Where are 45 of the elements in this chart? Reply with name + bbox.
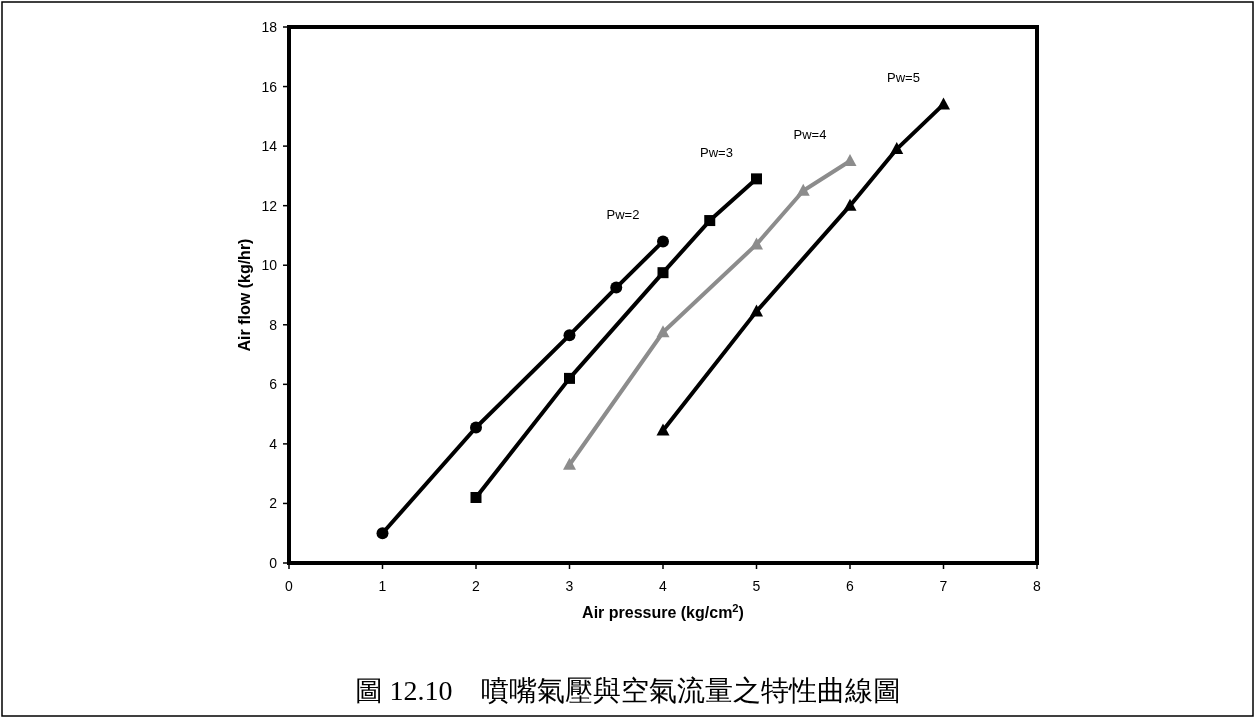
point (563, 457, 576, 470)
x-tick-label: 3 (565, 578, 574, 594)
y-tick-label: 12 (261, 197, 278, 214)
point (610, 281, 623, 294)
point (750, 304, 763, 317)
point (843, 198, 857, 211)
point (750, 237, 763, 250)
x-tick-label: 5 (752, 578, 761, 594)
point (564, 372, 575, 384)
text: Pw=4 (793, 127, 827, 142)
y-tick-label: 18 (261, 19, 278, 35)
y-tick-label: 16 (261, 78, 278, 95)
x-tick-label: 4 (659, 578, 668, 594)
point (563, 329, 576, 342)
y-tick-label: 6 (269, 376, 278, 393)
series-label: Pw=3 (700, 144, 733, 160)
y-tick-label: 10 (261, 257, 278, 274)
text: Pw=5 (887, 70, 920, 86)
y-tick-label: 4 (269, 435, 278, 452)
series-label: Pw=2 (606, 207, 640, 223)
x-tick-label: 2 (472, 578, 481, 594)
point (704, 215, 716, 227)
x-tick-label: 7 (939, 578, 948, 594)
x-axis-title: Air pressure (kg/cm$^{2}$) (582, 602, 744, 621)
y-tick-label: 0 (269, 555, 278, 571)
point (890, 142, 904, 155)
x-tick-label: 1 (378, 578, 387, 594)
point (657, 267, 669, 279)
point (937, 97, 950, 110)
y-tick-label: 14 (261, 138, 278, 155)
y-tick-label: 2 (269, 495, 278, 512)
point (796, 183, 810, 196)
point (751, 173, 762, 185)
point (470, 491, 482, 503)
y-axis-title: Air flow (kg/hr) (236, 238, 253, 352)
x-tick-label: 0 (285, 578, 294, 594)
point (656, 423, 670, 436)
x-tick-label: 8 (1033, 578, 1042, 594)
point (656, 325, 670, 338)
point (657, 235, 669, 248)
x-tick-label: 6 (846, 578, 855, 594)
point (470, 421, 482, 434)
point (376, 527, 389, 540)
y-tick-label: 8 (269, 316, 278, 333)
caption: 圖 12.10 噴嘴氣壓與空氣流量之特性曲線圖 (354, 675, 901, 706)
